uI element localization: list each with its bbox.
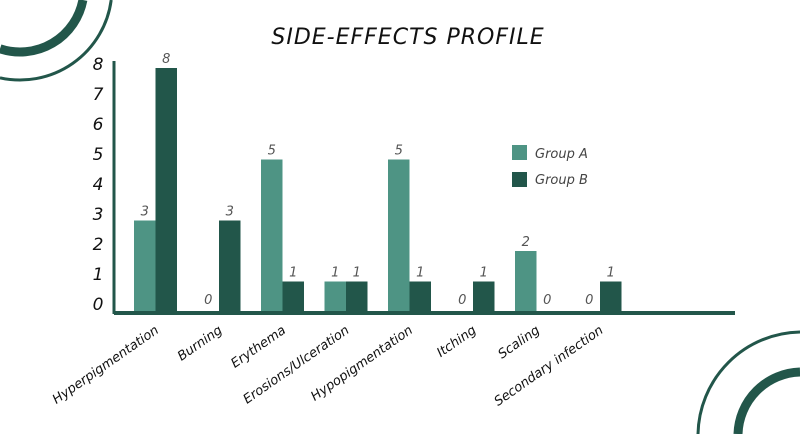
data-label: 1 bbox=[331, 266, 339, 281]
y-tick-label: 8 bbox=[93, 55, 104, 75]
data-label: 1 bbox=[416, 266, 424, 281]
data-label: 5 bbox=[395, 144, 403, 159]
y-tick-label: 0 bbox=[93, 295, 104, 315]
bar-group-b bbox=[409, 281, 431, 312]
bar-group-b bbox=[346, 281, 368, 312]
data-label: 1 bbox=[480, 266, 488, 281]
y-tick-label: 4 bbox=[93, 175, 104, 195]
category-label: Hypopigmentation bbox=[308, 323, 415, 404]
bar-group-b bbox=[282, 281, 304, 312]
category-label: Hyperpigmentation bbox=[50, 323, 162, 408]
y-tick-label: 6 bbox=[93, 115, 104, 135]
data-label: 1 bbox=[353, 266, 361, 281]
data-label: 1 bbox=[289, 266, 297, 281]
bar-group-a bbox=[324, 281, 346, 312]
category-label: Scaling bbox=[496, 323, 543, 362]
y-tick-label: 3 bbox=[93, 205, 104, 225]
bar-group-b bbox=[219, 220, 241, 312]
data-label: 0 bbox=[543, 293, 551, 308]
legend-swatch-group-b bbox=[512, 172, 527, 187]
bar-group-a bbox=[388, 159, 410, 312]
legend-label-group-a: Group A bbox=[535, 147, 588, 162]
data-label: 3 bbox=[141, 205, 149, 220]
bar-group-b bbox=[473, 281, 495, 312]
data-label: 3 bbox=[226, 205, 234, 220]
bar-group-a bbox=[134, 220, 156, 312]
decorative-rings-bottom-right bbox=[696, 330, 800, 434]
data-label: 1 bbox=[607, 266, 615, 281]
y-tick-label: 1 bbox=[93, 265, 104, 285]
bar-group-a bbox=[261, 159, 283, 312]
decorative-rings-top-left bbox=[0, 0, 113, 82]
data-label: 0 bbox=[204, 293, 212, 308]
y-tick-label: 7 bbox=[93, 85, 104, 105]
data-label: 5 bbox=[268, 144, 276, 159]
chart-title: SIDE-EFFECTS PROFILE bbox=[271, 25, 544, 50]
category-label: Secondary infection bbox=[492, 323, 607, 410]
legend-label-group-b: Group B bbox=[535, 173, 588, 188]
legend: Group A Group B bbox=[512, 145, 588, 188]
bar-group-b bbox=[155, 68, 177, 312]
y-tick-label: 5 bbox=[93, 145, 104, 165]
category-label: Itching bbox=[434, 323, 479, 361]
category-label: Erosions/Ulceration bbox=[241, 323, 353, 407]
bar-group-a bbox=[515, 251, 537, 312]
category-label: Burning bbox=[175, 323, 225, 364]
legend-swatch-group-a bbox=[512, 145, 527, 160]
data-label: 0 bbox=[458, 293, 466, 308]
category-label: Erythema bbox=[228, 323, 288, 372]
bar-group-b bbox=[600, 281, 622, 312]
data-label: 0 bbox=[585, 293, 593, 308]
data-label: 2 bbox=[522, 235, 530, 250]
data-label: 8 bbox=[162, 52, 170, 67]
y-tick-label: 2 bbox=[93, 235, 104, 255]
